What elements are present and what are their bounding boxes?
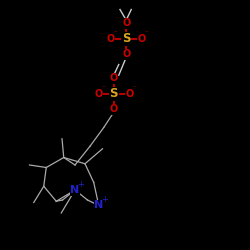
- Text: ⁻: ⁻: [132, 86, 136, 92]
- Text: O: O: [125, 89, 134, 99]
- Text: O: O: [110, 73, 118, 83]
- Text: N: N: [94, 200, 104, 210]
- Text: ⁻: ⁻: [102, 86, 105, 92]
- Text: O: O: [106, 34, 115, 44]
- Text: O: O: [138, 34, 146, 44]
- Text: O: O: [94, 89, 102, 99]
- Text: +: +: [101, 196, 108, 204]
- Text: O: O: [122, 49, 130, 59]
- Text: ⁻: ⁻: [145, 31, 148, 37]
- Text: +: +: [77, 180, 84, 189]
- Text: ⁻: ⁻: [114, 31, 118, 37]
- Text: O: O: [122, 18, 130, 28]
- Text: S: S: [122, 32, 130, 45]
- Text: S: S: [110, 87, 118, 100]
- Text: O: O: [110, 104, 118, 114]
- Text: N: N: [70, 185, 80, 195]
